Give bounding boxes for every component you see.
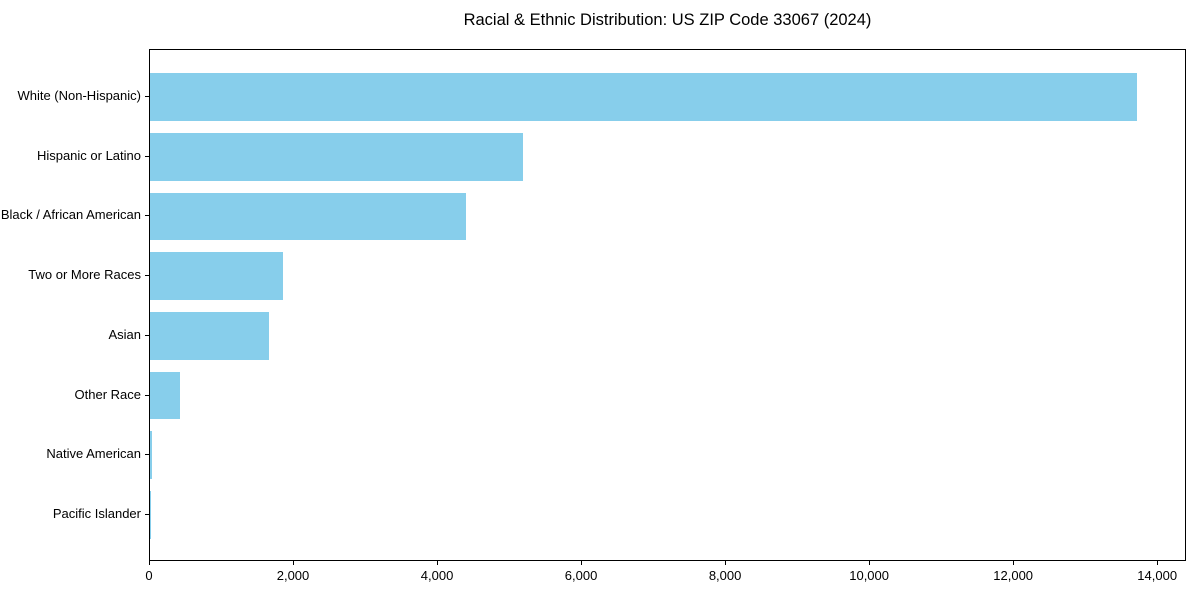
y-tick-label: Other Race	[74, 386, 141, 402]
x-tick-label: 14,000	[1137, 568, 1178, 583]
y-tick-mark	[145, 215, 149, 217]
x-tick-label: 10,000	[849, 568, 889, 583]
y-tick-mark	[145, 454, 149, 456]
bar	[150, 311, 269, 360]
x-tick-label: 4,000	[420, 568, 454, 583]
x-tick-mark	[293, 561, 295, 565]
y-tick-mark	[145, 334, 149, 336]
bar	[150, 73, 1137, 121]
y-tick-label: White (Non-Hispanic)	[17, 88, 141, 104]
bar	[150, 192, 467, 241]
x-tick-mark	[1013, 561, 1015, 565]
x-tick-label: 8,000	[708, 568, 742, 583]
y-tick-mark	[145, 155, 149, 157]
y-tick-label: Asian	[108, 326, 141, 342]
x-tick-label: 2,000	[276, 568, 310, 583]
x-tick-label: 12,000	[993, 568, 1034, 583]
bar	[150, 371, 181, 420]
x-tick-mark	[437, 561, 439, 565]
y-tick-mark	[145, 275, 149, 277]
y-tick-label: Hispanic or Latino	[36, 147, 141, 163]
x-tick-mark	[581, 561, 583, 565]
x-tick-label: 6,000	[564, 568, 598, 583]
bar	[150, 132, 524, 181]
y-tick-label: Native American	[46, 446, 141, 462]
bar	[150, 431, 152, 480]
y-tick-label: Two or More Races	[28, 267, 141, 283]
x-tick-mark	[1157, 561, 1159, 565]
bar	[150, 252, 283, 301]
x-tick-mark	[869, 561, 871, 565]
y-tick-label: Pacific Islander	[52, 505, 141, 521]
x-tick-label: 0	[145, 568, 153, 583]
y-tick-mark	[145, 513, 149, 515]
y-tick-mark	[145, 96, 149, 98]
chart-title: Racial & Ethnic Distribution: US ZIP Cod…	[463, 11, 872, 29]
y-tick-mark	[145, 394, 149, 396]
bar	[150, 490, 151, 539]
x-tick-mark	[725, 561, 727, 565]
x-tick-mark	[149, 561, 150, 565]
plot-area	[149, 49, 1186, 561]
y-tick-label: Black / African American	[0, 207, 141, 223]
